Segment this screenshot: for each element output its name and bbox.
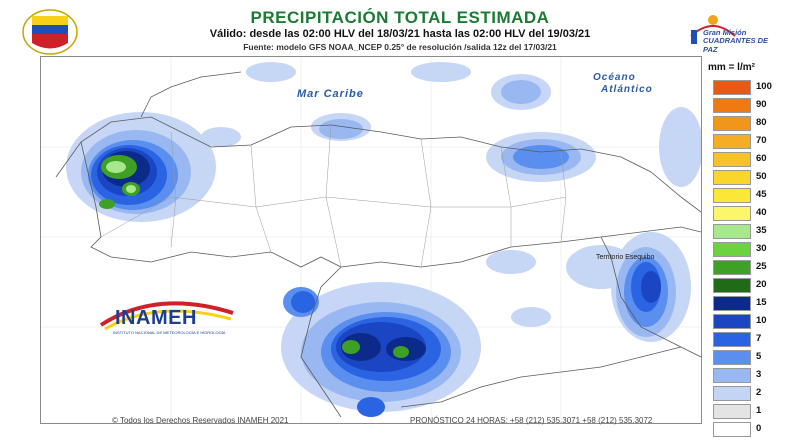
legend-value: 70 (756, 135, 767, 146)
inameh-logo: INAMEH INSTITUTO NACIONAL DE METEOROLOGÍ… (97, 295, 237, 337)
legend-value: 100 (756, 81, 772, 92)
legend-value: 2 (756, 387, 762, 398)
legend-swatch (713, 242, 751, 257)
header: PRECIPITACIÓN TOTAL ESTIMADA Válido: des… (0, 0, 800, 56)
legend-swatch (713, 332, 751, 347)
precip-35mm (106, 161, 136, 193)
legend-value: 0 (756, 423, 762, 434)
legend-value: 1 (756, 405, 762, 416)
legend-value: 3 (756, 369, 762, 380)
precipitation-map: Mar Caribe Océano Atlántico Territorio E… (40, 56, 702, 424)
legend-swatch (713, 422, 751, 437)
legend-value: 15 (756, 297, 767, 308)
copyright: © Todos los Derechos Reservados INAMEH 2… (112, 416, 289, 425)
label-territorio-esequibo: Territorio Esequibo (596, 254, 655, 261)
legend-swatch (713, 296, 751, 311)
inameh-swoosh-icon (99, 301, 234, 331)
legend-value: 80 (756, 117, 767, 128)
legend-swatch (713, 260, 751, 275)
legend-value: 90 (756, 99, 767, 110)
inameh-subtitle: INSTITUTO NACIONAL DE METEOROLOGÍA E HID… (113, 330, 226, 335)
legend-value: 60 (756, 153, 767, 164)
logo-line1: Gran Misión (703, 28, 747, 37)
legend-title: mm = l/m² (708, 62, 755, 73)
legend-value: 7 (756, 333, 762, 344)
logo-line2: CUADRANTES DE PAZ (703, 36, 769, 54)
label-atlantico: Atlántico (601, 84, 653, 95)
legend-swatch (713, 152, 751, 167)
legend-swatch (713, 134, 751, 149)
legend-swatch (713, 224, 751, 239)
legend-value: 30 (756, 243, 767, 254)
inameh-name: INAMEH (115, 307, 197, 329)
legend-value: 50 (756, 171, 767, 182)
map-canvas (41, 57, 701, 423)
legend-value: 10 (756, 315, 767, 326)
label-oceano: Océano (593, 72, 636, 83)
legend-swatch (713, 116, 751, 131)
page-title: PRECIPITACIÓN TOTAL ESTIMADA (250, 8, 550, 27)
legend-swatch (713, 206, 751, 221)
country-outline (55, 71, 701, 418)
forecast-phone: PRONÓSTICO 24 HORAS: +58 (212) 535.3071 … (410, 416, 653, 425)
legend-swatch (713, 386, 751, 401)
venezuela-coat-of-arms-logo (22, 9, 78, 55)
legend-swatch (713, 170, 751, 185)
legend-value: 35 (756, 225, 767, 236)
label-mar-caribe: Mar Caribe (297, 88, 364, 100)
legend-swatch (713, 278, 751, 293)
sun-icon (690, 15, 736, 44)
state-borders (100, 124, 567, 268)
model-source: Fuente: modelo GFS NOAA_NCEP 0.25° de re… (243, 42, 557, 52)
legend-swatch (713, 368, 751, 383)
validity-subtitle: Válido: desde las 02:00 HLV del 18/03/21… (209, 28, 591, 40)
legend-swatch (713, 404, 751, 419)
legend-swatch (713, 98, 751, 113)
legend-swatch (713, 314, 751, 329)
legend-value: 40 (756, 207, 767, 218)
legend-swatch (713, 350, 751, 365)
legend-swatch (713, 80, 751, 95)
legend-swatch (713, 188, 751, 203)
legend-value: 5 (756, 351, 762, 362)
legend-value: 45 (756, 189, 767, 200)
cuadrantes-de-paz-logo: Gran Misión CUADRANTES DE PAZ (685, 10, 780, 54)
legend-value: 25 (756, 261, 767, 272)
legend-value: 20 (756, 279, 767, 290)
